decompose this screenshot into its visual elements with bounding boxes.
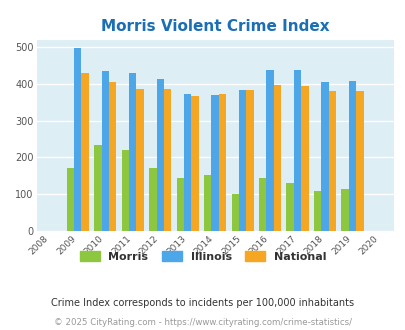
Title: Morris Violent Crime Index: Morris Violent Crime Index (100, 19, 329, 34)
Bar (273, 85, 281, 231)
Bar (164, 88, 171, 231)
Bar (81, 73, 89, 231)
Bar (176, 178, 183, 231)
Bar (156, 79, 164, 231)
Bar (286, 183, 293, 231)
Bar (356, 91, 363, 231)
Bar (109, 82, 116, 231)
Bar (183, 94, 191, 231)
Bar (101, 71, 109, 231)
Bar (328, 91, 335, 231)
Bar (191, 96, 198, 231)
Bar (301, 86, 308, 231)
Text: © 2025 CityRating.com - https://www.cityrating.com/crime-statistics/: © 2025 CityRating.com - https://www.city… (54, 318, 351, 327)
Bar (204, 175, 211, 231)
Bar (313, 190, 321, 231)
Text: Crime Index corresponds to incidents per 100,000 inhabitants: Crime Index corresponds to incidents per… (51, 298, 354, 308)
Bar (129, 74, 136, 231)
Bar (266, 70, 273, 231)
Bar (348, 81, 356, 231)
Bar (239, 90, 246, 231)
Bar (218, 94, 226, 231)
Bar (321, 82, 328, 231)
Legend: Morris, Illinois, National: Morris, Illinois, National (75, 247, 330, 267)
Bar (149, 168, 156, 231)
Bar (341, 189, 348, 231)
Bar (66, 168, 74, 231)
Bar (211, 95, 218, 231)
Bar (94, 145, 101, 231)
Bar (293, 70, 301, 231)
Bar (231, 194, 239, 231)
Bar (74, 48, 81, 231)
Bar (258, 178, 266, 231)
Bar (246, 90, 253, 231)
Bar (122, 150, 129, 231)
Bar (136, 88, 143, 231)
